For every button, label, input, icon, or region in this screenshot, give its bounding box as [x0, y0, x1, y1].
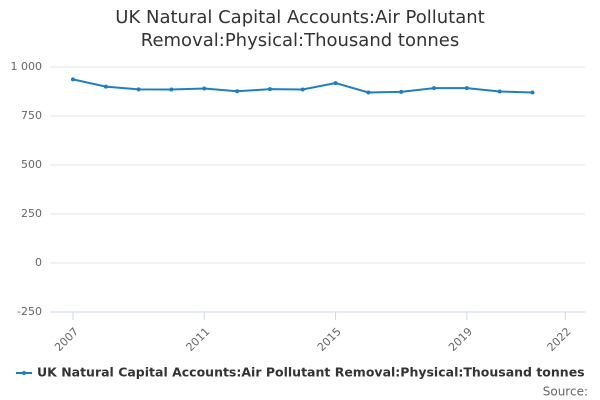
y-tick-label: 750: [21, 109, 42, 122]
point: [432, 86, 437, 91]
y-tick-label: 500: [21, 158, 42, 171]
point: [267, 87, 272, 92]
point: [333, 81, 338, 86]
point: [70, 77, 75, 82]
y-tick-label: 0: [35, 256, 42, 269]
x-tick-label: 2007: [52, 325, 81, 354]
x-tick-label: 2015: [315, 325, 344, 354]
y-tick-label: 250: [21, 207, 42, 220]
y-tick-label: 1 000: [11, 60, 43, 73]
point: [136, 87, 141, 92]
point: [530, 90, 535, 95]
point: [103, 84, 108, 89]
x-tick-label: 2011: [184, 325, 213, 354]
point: [202, 86, 207, 91]
point: [497, 89, 502, 94]
source: Source:: [543, 385, 588, 399]
point: [366, 90, 371, 95]
chart-title: UK Natural Capital Accounts:Air Pollutan…: [115, 7, 485, 51]
point: [399, 89, 404, 94]
point: [235, 89, 240, 94]
legend-label: UK Natural Capital Accounts:Air Pollutan…: [37, 365, 585, 380]
point: [169, 87, 174, 92]
point: [464, 86, 469, 91]
legend-marker: [22, 371, 26, 375]
x-tick-label: 2022: [545, 325, 574, 354]
point: [300, 87, 305, 92]
y-tick-label: -250: [17, 305, 42, 318]
x-tick-label: 2019: [446, 325, 475, 354]
